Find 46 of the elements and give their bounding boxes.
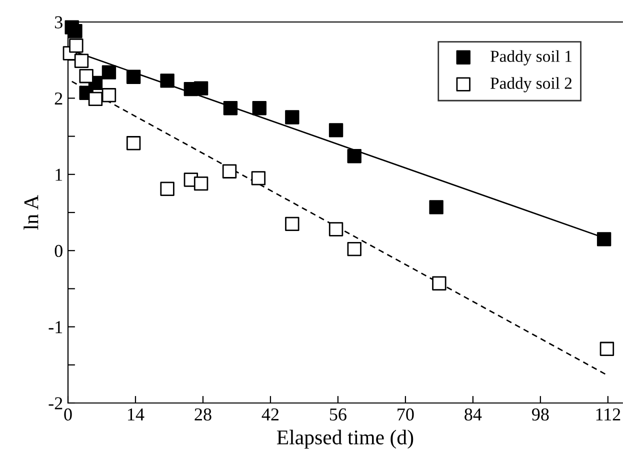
point: [328, 123, 344, 138]
point: [79, 69, 94, 84]
point: [285, 216, 300, 232]
point: [102, 65, 116, 80]
legend-label: Paddy soil 1: [490, 50, 572, 66]
point: [68, 24, 82, 38]
point: [74, 54, 89, 68]
point: [88, 92, 103, 106]
point: [328, 222, 344, 236]
point: [194, 81, 208, 96]
point: [102, 88, 116, 102]
point: [223, 101, 238, 116]
point: [432, 276, 446, 290]
point: [600, 342, 614, 356]
x-tick-label: 28: [194, 408, 212, 421]
x-tick-label: 42: [262, 408, 278, 420]
x-axis-title: Elapsed time (d): [276, 430, 414, 449]
point: [252, 101, 266, 116]
x-tick-label: 0: [64, 408, 72, 421]
point: [251, 171, 266, 186]
x-tick-label: 84: [464, 408, 482, 421]
point: [126, 70, 141, 84]
point: [347, 149, 362, 164]
y-tick-label: -1: [48, 321, 62, 334]
y-tick-label: 2: [54, 92, 62, 104]
point: [596, 232, 612, 246]
y-tick-label: 0: [54, 244, 62, 258]
point: [347, 242, 362, 256]
point: [429, 200, 444, 214]
legend-label: Paddy soil 2: [490, 77, 572, 92]
y-tick-label: 3: [54, 16, 62, 28]
x-tick-label: 112: [596, 408, 620, 420]
point: [160, 182, 174, 196]
x-tick-label: 70: [398, 408, 414, 421]
point: [285, 110, 300, 124]
point: [222, 164, 237, 178]
x-tick-label: 14: [128, 408, 144, 420]
point: [194, 176, 208, 191]
y-axis-title: ln A: [24, 194, 38, 230]
point: [69, 38, 84, 53]
x-tick-label: 98: [532, 408, 549, 421]
x-tick-label: 56: [330, 408, 346, 421]
point: [126, 136, 141, 150]
y-tick-label: 1: [56, 168, 62, 181]
point: [160, 74, 174, 88]
y-tick-label: -2: [48, 397, 62, 410]
